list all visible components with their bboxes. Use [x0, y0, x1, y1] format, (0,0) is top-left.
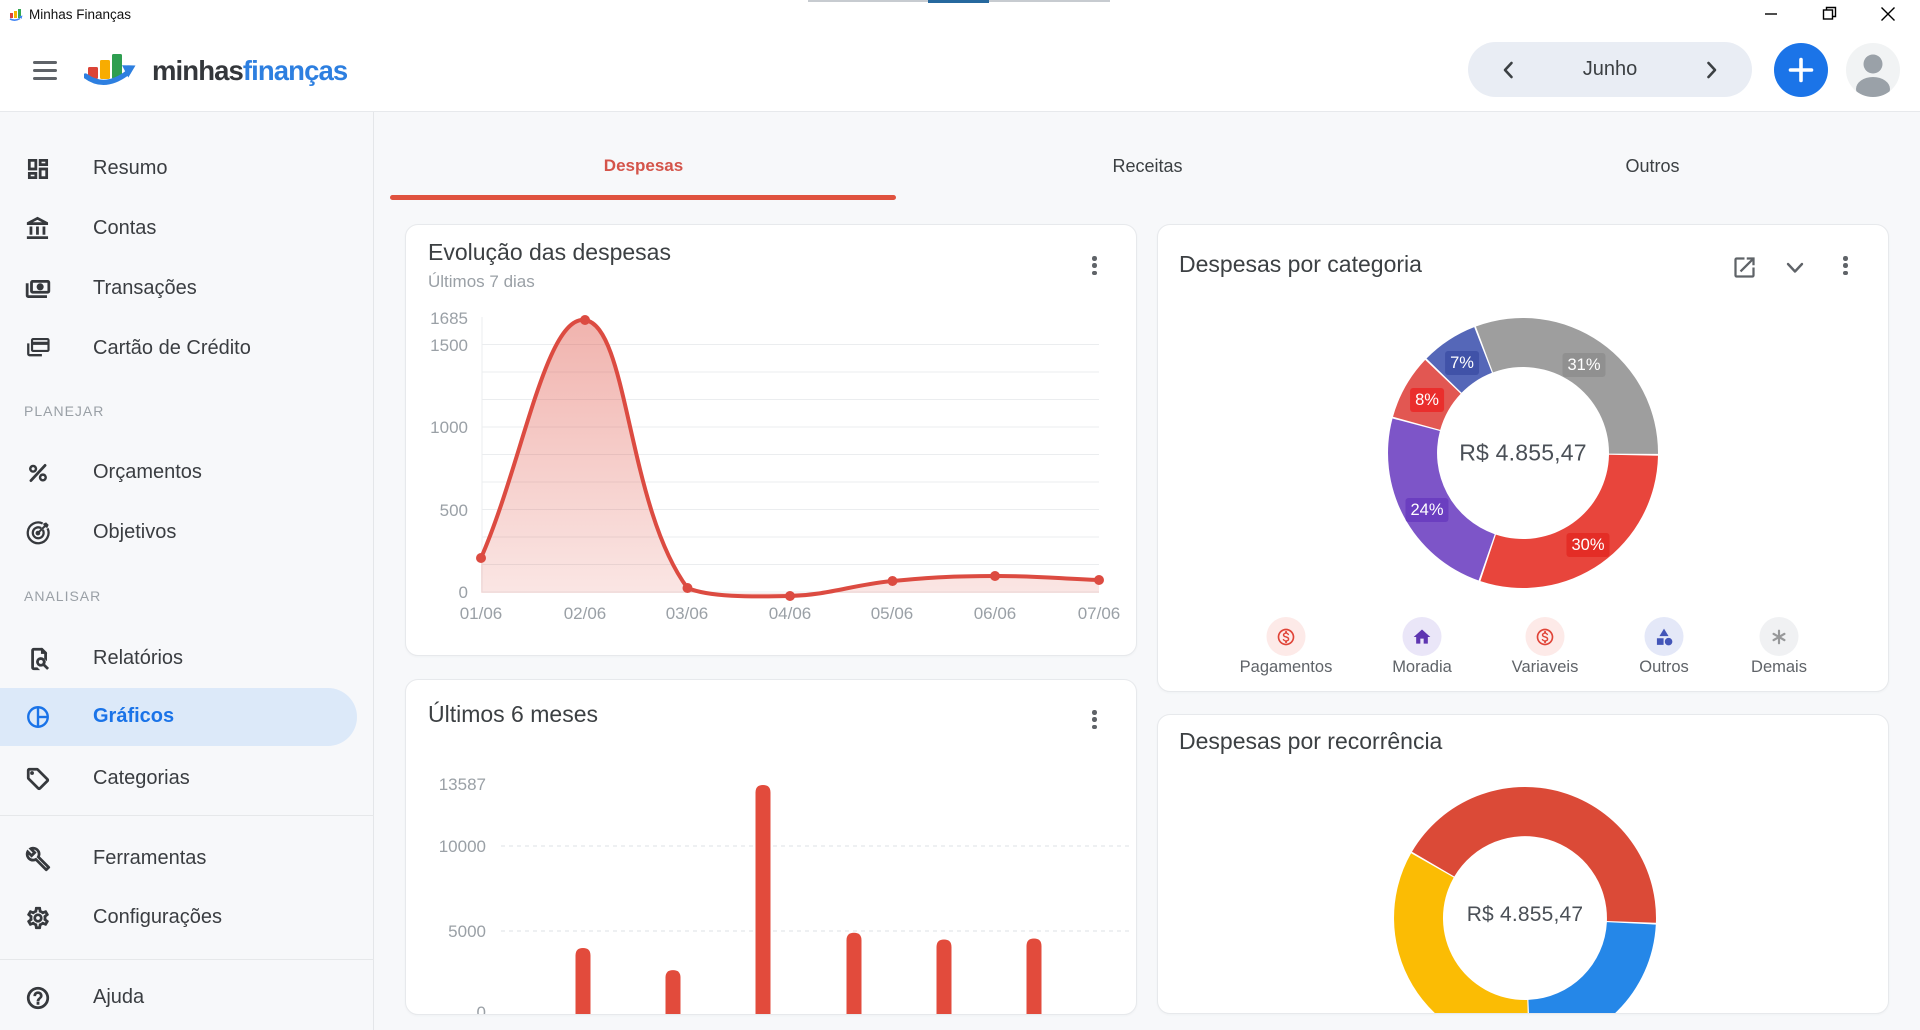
svg-text:07/06: 07/06	[1078, 604, 1121, 623]
svg-text:1685: 1685	[430, 309, 468, 328]
svg-text:04/06: 04/06	[769, 604, 812, 623]
svg-text:13587: 13587	[439, 775, 486, 794]
svg-text:05/06: 05/06	[871, 604, 914, 623]
svg-text:1500: 1500	[430, 336, 468, 355]
svg-text:01/06: 01/06	[460, 604, 503, 623]
svg-text:10000: 10000	[439, 837, 486, 856]
svg-text:5000: 5000	[448, 922, 486, 941]
svg-text:1000: 1000	[430, 418, 468, 437]
svg-text:0: 0	[477, 1003, 486, 1015]
svg-text:02/06: 02/06	[564, 604, 607, 623]
svg-text:500: 500	[440, 501, 468, 520]
svg-text:03/06: 03/06	[666, 604, 709, 623]
svg-text:0: 0	[459, 583, 468, 602]
svg-text:06/06: 06/06	[974, 604, 1017, 623]
